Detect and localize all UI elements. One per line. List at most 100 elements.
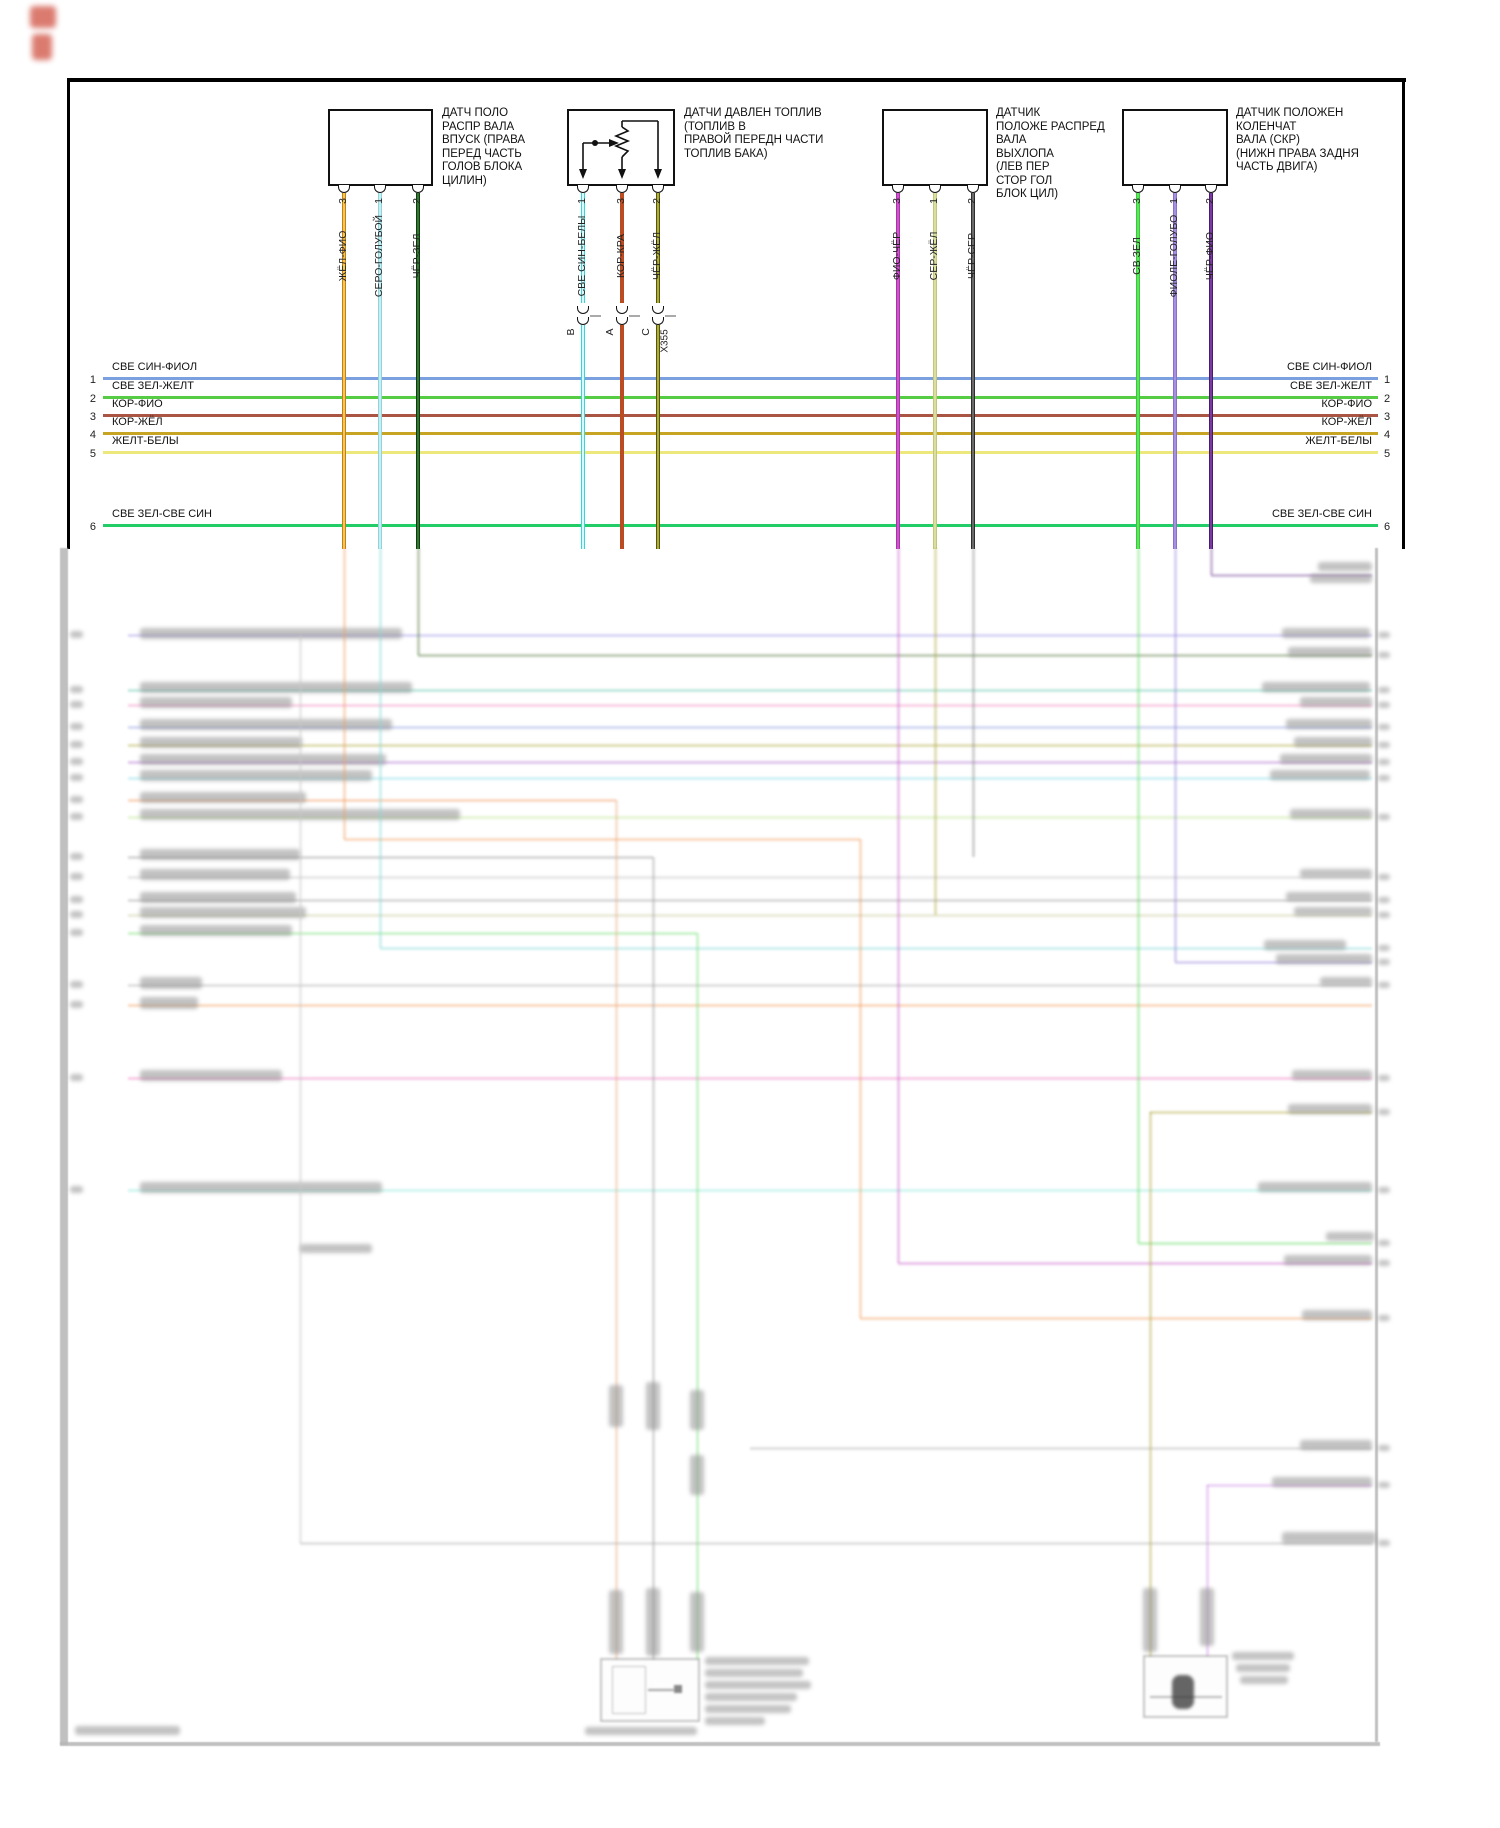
- faded-right-label: [1288, 1104, 1372, 1114]
- faded-right-label: [1280, 754, 1372, 764]
- faded-left-number: [70, 1074, 83, 1081]
- sensor-wire: [933, 193, 937, 549]
- bus-number-right: 1: [1384, 374, 1391, 386]
- wire-color-label: СВЕ СИН-БЕЛЫ: [576, 215, 588, 297]
- sensor-box-crankshaft: [1122, 109, 1228, 186]
- wire-pin-number: 3: [891, 198, 903, 204]
- faded-right-label: [1258, 1182, 1372, 1192]
- bus-wire: [103, 432, 1378, 435]
- faded-left-label: [140, 1182, 382, 1193]
- wire-pin-number: 1: [373, 198, 385, 204]
- bus-wire: [103, 377, 1378, 380]
- faded-right-label: [1282, 1532, 1376, 1544]
- faded-left-label: [140, 997, 198, 1009]
- faded-right-number: [1378, 632, 1390, 638]
- faded-right-label: [1294, 907, 1372, 916]
- faded-horizontal-wire: [128, 744, 1372, 747]
- faded-label-blob: [585, 1727, 697, 1735]
- sensor-wire: [1173, 193, 1177, 549]
- bus-label-left: СВЕ СИН-ФИОЛ: [112, 361, 198, 373]
- wire-pin-number: 1: [576, 198, 588, 204]
- frame-left-border: [67, 78, 70, 549]
- faded-horizontal-wire: [128, 689, 1372, 692]
- frame-right-border: [1402, 78, 1405, 549]
- faded-left-label: [140, 809, 460, 820]
- wire-color-label: ЖЁЛ-ФИО: [337, 230, 349, 282]
- faded-label-blob: [1236, 1664, 1290, 1672]
- sensor-box-cam-intake: [328, 109, 433, 186]
- faded-left-label: [140, 697, 292, 708]
- faded-label-blob: [300, 1244, 372, 1253]
- faded-left-number: [70, 873, 83, 880]
- faded-right-label: [1276, 954, 1372, 964]
- faded-horizontal-wire: [128, 1189, 1372, 1192]
- faded-horizontal-wire: [380, 947, 1372, 950]
- faded-right-label: [1290, 809, 1372, 819]
- wire-pin-number: 2: [1204, 198, 1216, 204]
- faded-left-number: [70, 911, 83, 918]
- bus-number-left: 1: [89, 374, 96, 386]
- wire-color-label: ЧЁР-СЕР: [966, 232, 978, 280]
- bus-number-left: 5: [89, 448, 96, 460]
- faded-right-number: [1378, 1540, 1390, 1546]
- bus-wire: [103, 414, 1378, 417]
- inline-connector-cup-bottom: [577, 317, 589, 325]
- faded-vertical-wire: [972, 548, 975, 857]
- faded-left-label: [140, 737, 302, 748]
- wire-pin-cup: [374, 185, 386, 193]
- faded-left-label: [140, 682, 412, 693]
- wire-pin-cup: [1132, 185, 1144, 193]
- faded-left-number: [70, 758, 83, 765]
- faded-vertical-wire: [859, 839, 862, 1318]
- faded-vertical-wire: [1210, 548, 1213, 575]
- faded-right-number: [1378, 1315, 1390, 1321]
- inline-connector-pin-label: B: [565, 328, 577, 336]
- sensor-wire: [581, 193, 585, 303]
- faded-vertical-wire-label: [609, 1590, 623, 1654]
- faded-right-number: [1378, 759, 1390, 765]
- bus-label-left: КОР-ФИО: [112, 398, 163, 410]
- sensor-wire: [971, 193, 975, 549]
- faded-left-number: [70, 981, 83, 988]
- faded-horizontal-wire: [344, 838, 860, 841]
- wire-color-label: СВ ЗЕЛ: [1131, 237, 1143, 275]
- faded-horizontal-wire: [1150, 1111, 1372, 1114]
- wire-color-label: ЧЁР-ЖЁЛ: [651, 231, 663, 281]
- faded-label-blob: [1232, 1652, 1294, 1660]
- bus-wire: [103, 524, 1378, 527]
- faded-left-number: [70, 1001, 83, 1008]
- sensor-box-label-cam-intake: ДАТЧ ПОЛО РАСПР ВАЛА ВПУСК (ПРАВА ПЕРЕД …: [442, 107, 526, 187]
- faded-right-number: [1378, 652, 1390, 658]
- faded-horizontal-wire: [860, 1317, 1372, 1320]
- inline-connector-cup-top: [616, 306, 628, 314]
- faded-left-label: [140, 628, 402, 639]
- wire-pin-number: 2: [651, 198, 663, 204]
- faded-vertical-wire-label: [690, 1390, 704, 1430]
- faded-frame-left: [60, 548, 68, 1745]
- faded-vertical-wire-label: [1200, 1588, 1214, 1646]
- faded-frame-bottom: [60, 1742, 1380, 1746]
- faded-left-number: [70, 686, 83, 693]
- wire-pin-number: 2: [966, 198, 978, 204]
- faded-right-number: [1378, 1445, 1390, 1451]
- wire-color-label: ФИО-ЧЁР: [891, 231, 903, 281]
- faded-vertical-wire-label: [1143, 1588, 1157, 1652]
- faded-right-number: [1378, 1075, 1390, 1081]
- wire-pin-cup: [1205, 185, 1217, 193]
- inline-connector-cup-bottom: [616, 317, 628, 325]
- bus-number-right: 5: [1384, 448, 1391, 460]
- faded-right-label: [1294, 737, 1372, 747]
- faded-right-label: [1300, 1440, 1372, 1450]
- faded-left-label: [140, 925, 292, 936]
- faded-horizontal-wire: [898, 1262, 1372, 1265]
- sensor-wire: [342, 193, 346, 549]
- faded-right-number: [1378, 775, 1390, 781]
- faded-right-number: [1378, 742, 1390, 748]
- faded-horizontal-wire: [128, 704, 1372, 707]
- faded-left-number: [70, 796, 83, 803]
- wire-color-label: ФИОЛЕ-ГОЛУБО: [1168, 214, 1180, 298]
- faded-label-blob: [705, 1657, 809, 1665]
- bus-label-left: СВЕ ЗЕЛ-СВЕ СИН: [112, 508, 213, 520]
- faded-left-label: [140, 907, 306, 918]
- faded-vertical-wire: [343, 548, 346, 839]
